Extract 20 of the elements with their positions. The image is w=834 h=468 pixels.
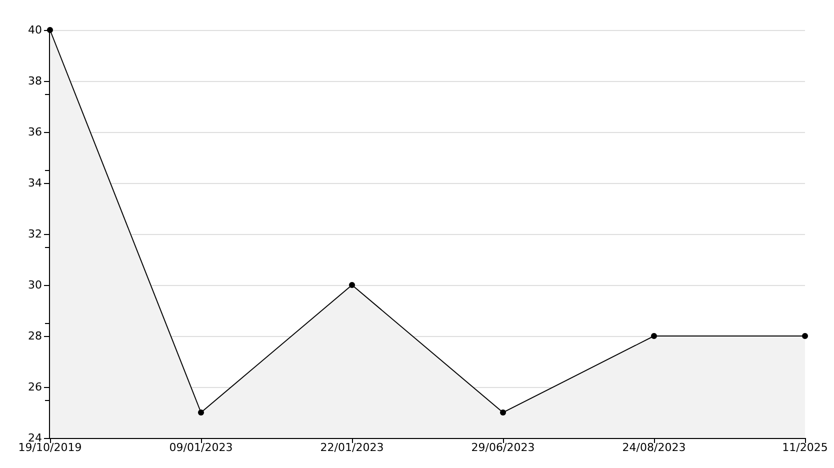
x-tick-label: 19/10/2019 bbox=[18, 441, 82, 454]
point bbox=[802, 333, 808, 339]
x-tick-label: 22/01/2023 bbox=[320, 441, 384, 454]
point bbox=[500, 410, 506, 416]
x-tick-label: 09/01/2023 bbox=[169, 441, 233, 454]
point bbox=[198, 410, 204, 416]
x-tick-label: 29/06/2023 bbox=[471, 441, 535, 454]
x-tick-label: 11/2025 bbox=[782, 441, 828, 454]
point bbox=[47, 27, 53, 33]
y-tick-label: 26 bbox=[28, 380, 42, 394]
y-tick-label: 32 bbox=[28, 228, 42, 240]
y-tick-label: 36 bbox=[28, 126, 42, 138]
point bbox=[349, 282, 355, 288]
y-tick-label: 34 bbox=[28, 176, 42, 190]
y-tick-label: 40 bbox=[28, 24, 42, 36]
y-tick-label: 30 bbox=[28, 278, 42, 292]
x-tick-label: 24/08/2023 bbox=[622, 441, 686, 454]
point bbox=[651, 333, 657, 339]
y-tick-label: 28 bbox=[28, 330, 42, 342]
y-tick-label: 38 bbox=[28, 74, 42, 88]
